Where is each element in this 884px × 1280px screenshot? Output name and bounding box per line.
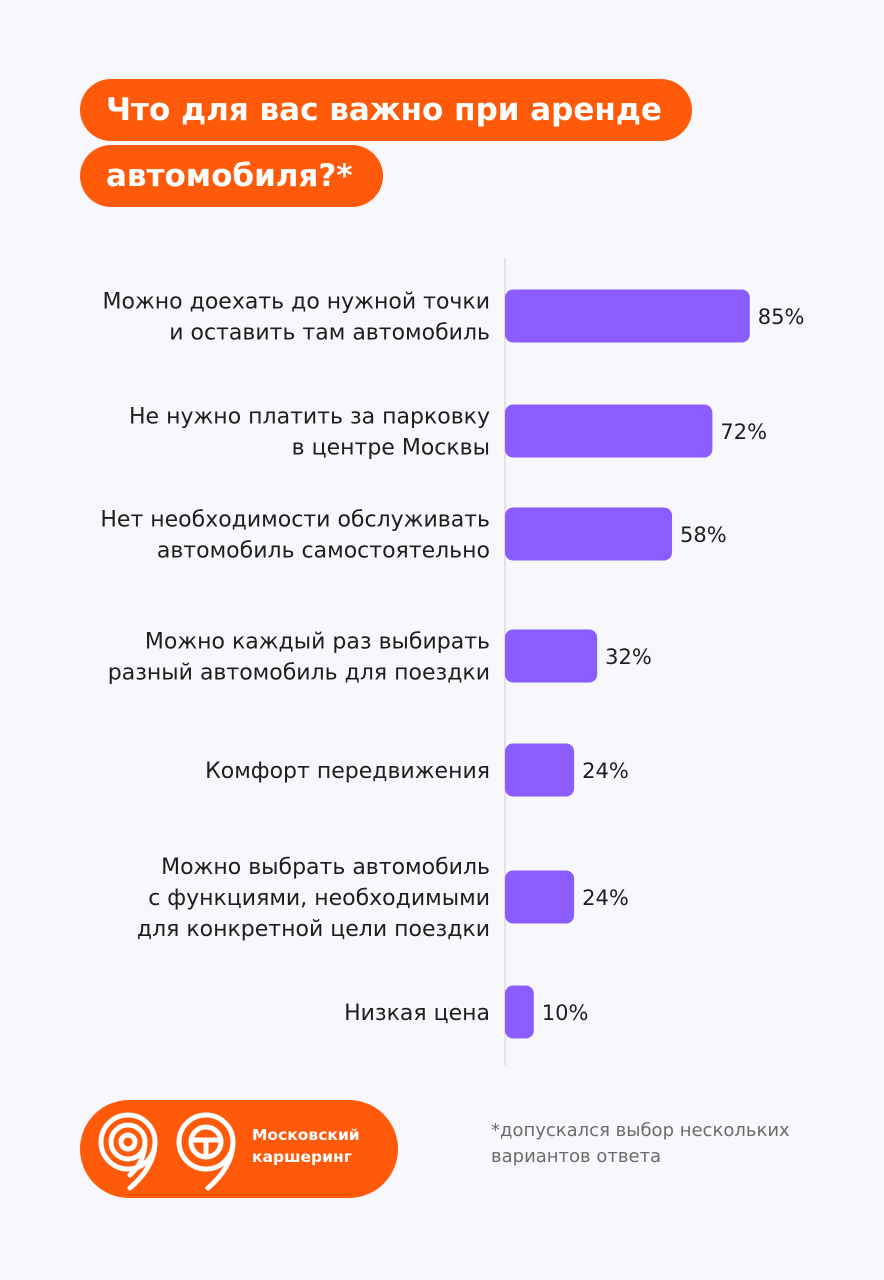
- category-label-3-line-2: автомобиль самостоятельно: [157, 539, 490, 564]
- bar-2: [505, 404, 713, 458]
- footnote-line-1: *допускался выбор нескольких: [491, 1120, 790, 1141]
- category-label-6: Можно выбрать автомобиль с функциями, нео…: [137, 855, 490, 942]
- bar-6: [505, 870, 575, 924]
- category-label-7: Низкая цена: [344, 1001, 490, 1026]
- chart-title-line-2: автомобиля?*: [80, 145, 383, 207]
- bar-7: [505, 985, 534, 1039]
- category-label-6-line-3: для конкретной цели поездки: [137, 917, 490, 942]
- bar-3: [505, 507, 673, 561]
- category-label-6-line-2: с функциями, необходимыми: [148, 886, 490, 911]
- category-label-1: Можно доехать до нужной точки и оставить …: [103, 290, 490, 346]
- bar-value-label-4: 32%: [605, 645, 652, 669]
- bar-value-label-1: 85%: [758, 305, 805, 329]
- bars-layer: 85% Можно доехать до нужной точки и остави…: [100, 289, 805, 1039]
- bar-value-label-7: 10%: [542, 1001, 589, 1025]
- brand-name: Московский каршеринг: [252, 1124, 392, 1168]
- brand-name-line-2: каршеринг: [252, 1148, 352, 1166]
- brand-name-line-1: Московский: [252, 1126, 360, 1144]
- category-label-4-line-2: разный автомобиль для поездки: [108, 661, 490, 686]
- category-label-2-line-2: в центре Москвы: [292, 436, 490, 461]
- category-label-2: Не нужно платить за парковку в центре Мос…: [129, 405, 490, 461]
- footnote: *допускался выбор нескольких вариантов о…: [491, 1118, 821, 1170]
- bar-value-label-2: 72%: [720, 420, 767, 444]
- category-label-4: Можно каждый раз выбирать разный автомоби…: [108, 630, 490, 686]
- category-label-1-line-1: Можно доехать до нужной точки: [103, 290, 490, 315]
- chart-title-line-1: Что для вас важно при аренде: [80, 79, 692, 141]
- bar-1: [505, 289, 750, 343]
- bar-5: [505, 743, 575, 797]
- category-label-3: Нет необходимости обслуживать автомобиль …: [100, 508, 490, 564]
- bar-4: [505, 629, 598, 683]
- bar-value-label-3: 58%: [680, 523, 727, 547]
- category-label-6-line-1: Можно выбрать автомобиль: [161, 855, 490, 880]
- bar-value-label-6: 24%: [582, 886, 629, 910]
- category-label-3-line-1: Нет необходимости обслуживать: [100, 508, 490, 533]
- brand-badge: Московский каршеринг: [80, 1100, 398, 1198]
- category-label-2-line-1: Не нужно платить за парковку: [129, 405, 490, 430]
- category-label-5-line-1: Комфорт передвижения: [205, 759, 490, 784]
- category-label-4-line-1: Можно каждый раз выбирать: [145, 630, 490, 655]
- category-label-7-line-1: Низкая цена: [344, 1001, 490, 1026]
- category-label-5: Комфорт передвижения: [205, 759, 490, 784]
- steering-wheel-nine-logo-icon: [98, 1112, 236, 1191]
- footnote-line-2: вариантов ответа: [491, 1146, 662, 1167]
- bar-value-label-5: 24%: [582, 759, 629, 783]
- category-label-1-line-2: и оставить там автомобиль: [169, 321, 490, 346]
